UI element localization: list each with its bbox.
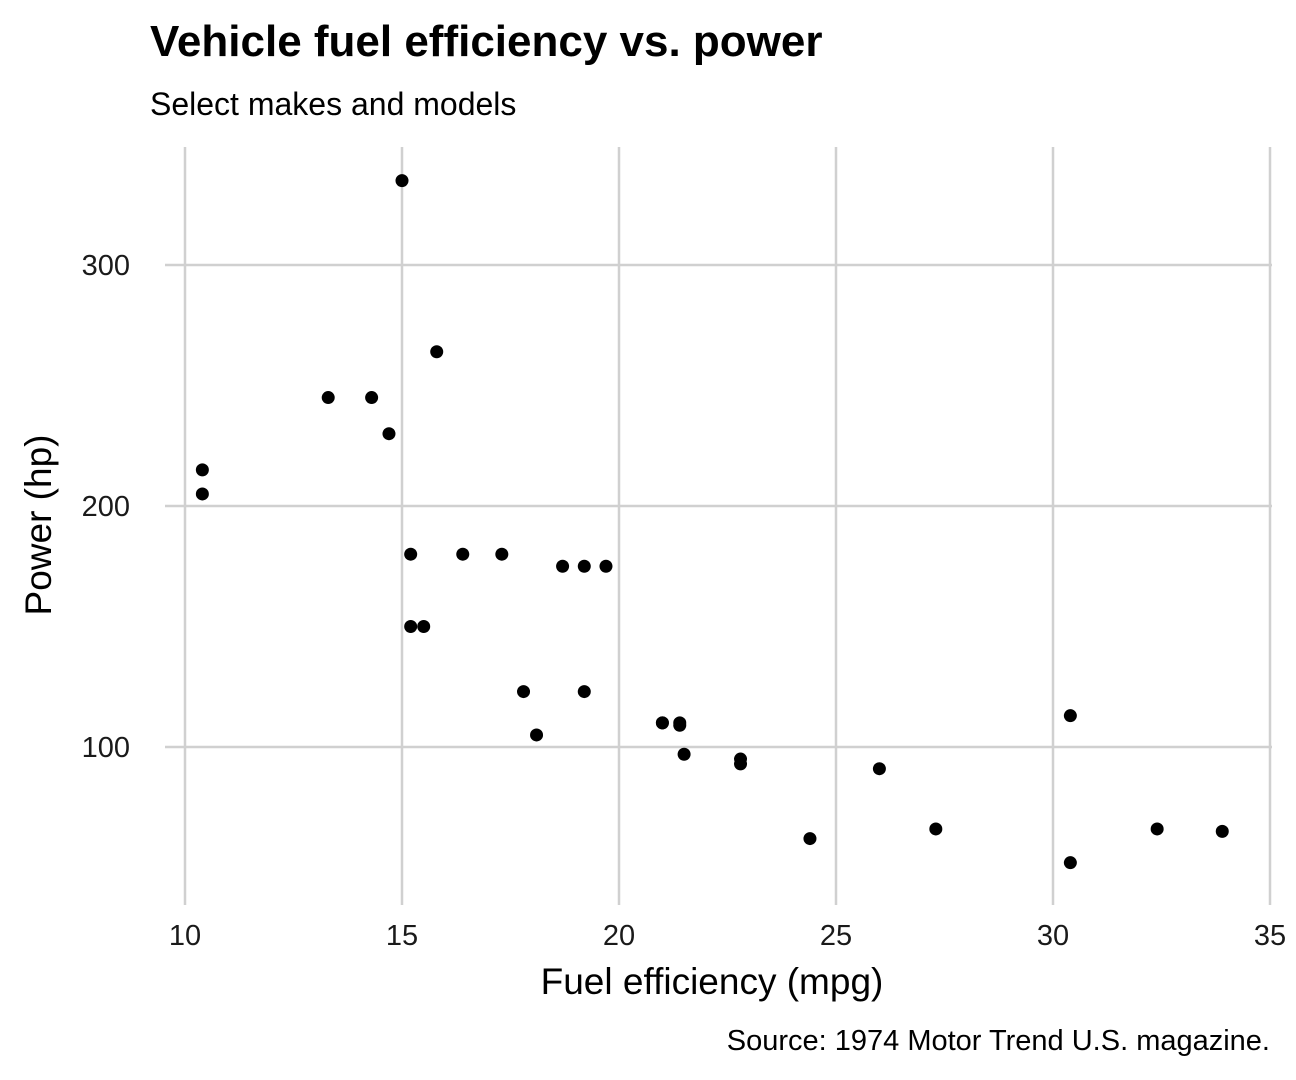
data-point — [195, 487, 209, 501]
y-axis-title: Power (hp) — [18, 435, 59, 616]
y-axis-ticks: 100 200 300 — [82, 250, 130, 764]
data-point — [517, 685, 531, 699]
chart-title: Vehicle fuel efficiency vs. power — [150, 17, 823, 66]
data-point — [456, 547, 470, 561]
x-tick-label: 20 — [603, 920, 635, 952]
data-point — [1150, 822, 1164, 836]
x-tick-label: 35 — [1254, 920, 1286, 952]
data-points — [195, 174, 1229, 870]
data-point — [417, 620, 431, 633]
data-point — [673, 718, 687, 732]
x-tick-label: 10 — [169, 920, 201, 952]
y-tick-label: 100 — [82, 732, 130, 764]
data-point — [577, 685, 591, 699]
data-point — [929, 822, 943, 836]
data-point — [655, 716, 669, 730]
y-tick-label: 300 — [82, 250, 130, 282]
y-tick-label: 200 — [82, 491, 130, 523]
data-point — [1215, 824, 1229, 838]
data-point — [599, 559, 613, 573]
data-point — [404, 547, 418, 561]
data-point — [1063, 856, 1077, 870]
x-axis-title: Fuel efficiency (mpg) — [541, 961, 884, 1002]
x-tick-label: 15 — [386, 920, 418, 952]
data-point — [321, 391, 335, 405]
data-point — [495, 547, 509, 561]
data-point — [803, 832, 817, 846]
data-point — [395, 174, 409, 188]
data-point — [577, 559, 591, 573]
data-point — [404, 620, 418, 633]
x-axis-ticks: 10 15 20 25 30 35 — [169, 920, 1286, 952]
data-point — [872, 762, 886, 776]
data-point — [430, 345, 444, 359]
data-point — [530, 728, 544, 742]
data-point — [734, 752, 748, 766]
x-tick-label: 25 — [820, 920, 852, 952]
data-point — [382, 427, 396, 441]
chart-subtitle: Select makes and models — [150, 86, 516, 122]
data-point — [556, 559, 570, 573]
chart-caption: Source: 1974 Motor Trend U.S. magazine. — [727, 1025, 1270, 1057]
data-point — [365, 391, 379, 405]
grid-lines — [165, 147, 1272, 905]
data-point — [195, 463, 209, 477]
data-point — [1063, 709, 1077, 723]
x-tick-label: 30 — [1037, 920, 1069, 952]
data-point — [677, 747, 691, 761]
